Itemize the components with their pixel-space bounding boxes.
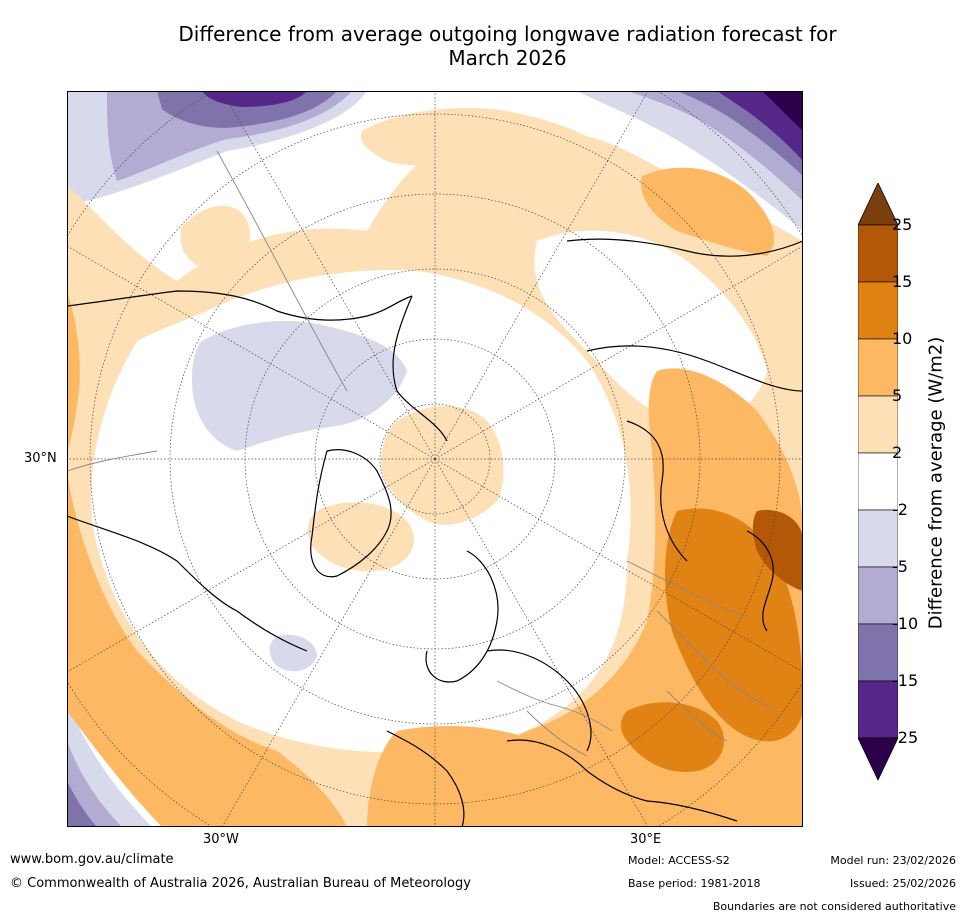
polar-map bbox=[67, 91, 803, 827]
map-title-line2: March 2026 bbox=[448, 46, 567, 70]
map-title-line1: Difference from average outgoing longwav… bbox=[178, 22, 837, 46]
footer-url[interactable]: www.bom.gov.au/climate bbox=[10, 852, 174, 867]
lon-label-30e: 30°E bbox=[630, 832, 662, 847]
anomaly-region-neg-2-5-labrador bbox=[269, 634, 317, 672]
anomaly-region-pos-15-25-himalaya bbox=[752, 510, 803, 591]
map-canvas bbox=[67, 91, 803, 827]
anomaly-region-pos-5-10-siberia bbox=[641, 167, 775, 256]
anomaly-region-neg-gt25-ne bbox=[762, 91, 803, 131]
colorbar-band-neutral bbox=[857, 452, 899, 511]
country-borders bbox=[67, 150, 778, 757]
colorbar-band-neg-10-15 bbox=[857, 623, 899, 682]
anomaly-region-pos-5-10-westedge bbox=[67, 291, 80, 451]
footer-issued: Issued: 25/02/2026 bbox=[849, 877, 956, 890]
colorbar-tick-label: -10 bbox=[892, 614, 919, 633]
anomaly-region-neg-10-15-nw bbox=[157, 91, 337, 128]
lat-label-30n: 30°N bbox=[24, 451, 57, 466]
footer-base-period: Base period: 1981-2018 bbox=[628, 877, 761, 890]
map-title: Difference from average outgoing longwav… bbox=[60, 22, 955, 70]
anomaly-region-pos-10-15-arabia bbox=[621, 702, 725, 772]
anomaly-region-pos-5-10-atlantic bbox=[67, 471, 347, 827]
anomaly-region-pos-2-5-north bbox=[360, 107, 607, 166]
colorbar-title: Difference from average (W/m2) bbox=[925, 336, 947, 630]
colorbar-tick-label: -2 bbox=[892, 500, 908, 519]
footer-copyright: © Commonwealth of Australia 2026, Austra… bbox=[10, 876, 471, 891]
colorbar-tick-label: 25 bbox=[892, 215, 913, 234]
anomaly-region-pos-2-5-arctic bbox=[381, 406, 504, 525]
colorbar-tick-label: 2 bbox=[892, 443, 903, 462]
colorbar-tick-label: -25 bbox=[892, 728, 919, 747]
anomaly-region-neg-10-15-sw bbox=[67, 781, 97, 827]
colorbar-band-2-5 bbox=[857, 395, 899, 454]
colorbar-tick-label: 5 bbox=[892, 386, 903, 405]
footer-disclaimer: Boundaries are not considered authoritat… bbox=[712, 900, 956, 913]
graticule bbox=[67, 91, 803, 827]
colorbar-tick-label: -15 bbox=[892, 671, 919, 690]
anomaly-region-neutral-siberia bbox=[534, 230, 767, 424]
colorbar-tick-label: 15 bbox=[892, 272, 913, 291]
anomaly-region-pos-2-5-west bbox=[180, 205, 251, 271]
colorbar-graphic bbox=[857, 182, 899, 781]
colorbar-band-neg-15-25 bbox=[857, 680, 899, 739]
colorbar-tick-label: -5 bbox=[892, 557, 908, 576]
colorbar-extend-low bbox=[857, 737, 899, 781]
anomaly-region-neg-2-5-canada bbox=[192, 321, 407, 451]
lon-label-30w: 30°W bbox=[203, 832, 239, 847]
coastlines bbox=[67, 238, 803, 827]
anomaly-region-pos-5-10-mediterranean bbox=[367, 726, 612, 827]
anomaly-region-neg-15-25-nw bbox=[202, 91, 307, 107]
colorbar-band-neg-2-5 bbox=[857, 509, 899, 568]
footer-model: Model: ACCESS-S2 bbox=[628, 854, 730, 867]
footer-model-run: Model run: 23/02/2026 bbox=[830, 854, 956, 867]
colorbar-tick-label: 10 bbox=[892, 329, 913, 348]
map-frame bbox=[67, 91, 803, 827]
anomaly-region-pos-2-5-greenland bbox=[307, 502, 415, 572]
colorbar bbox=[857, 182, 899, 783]
